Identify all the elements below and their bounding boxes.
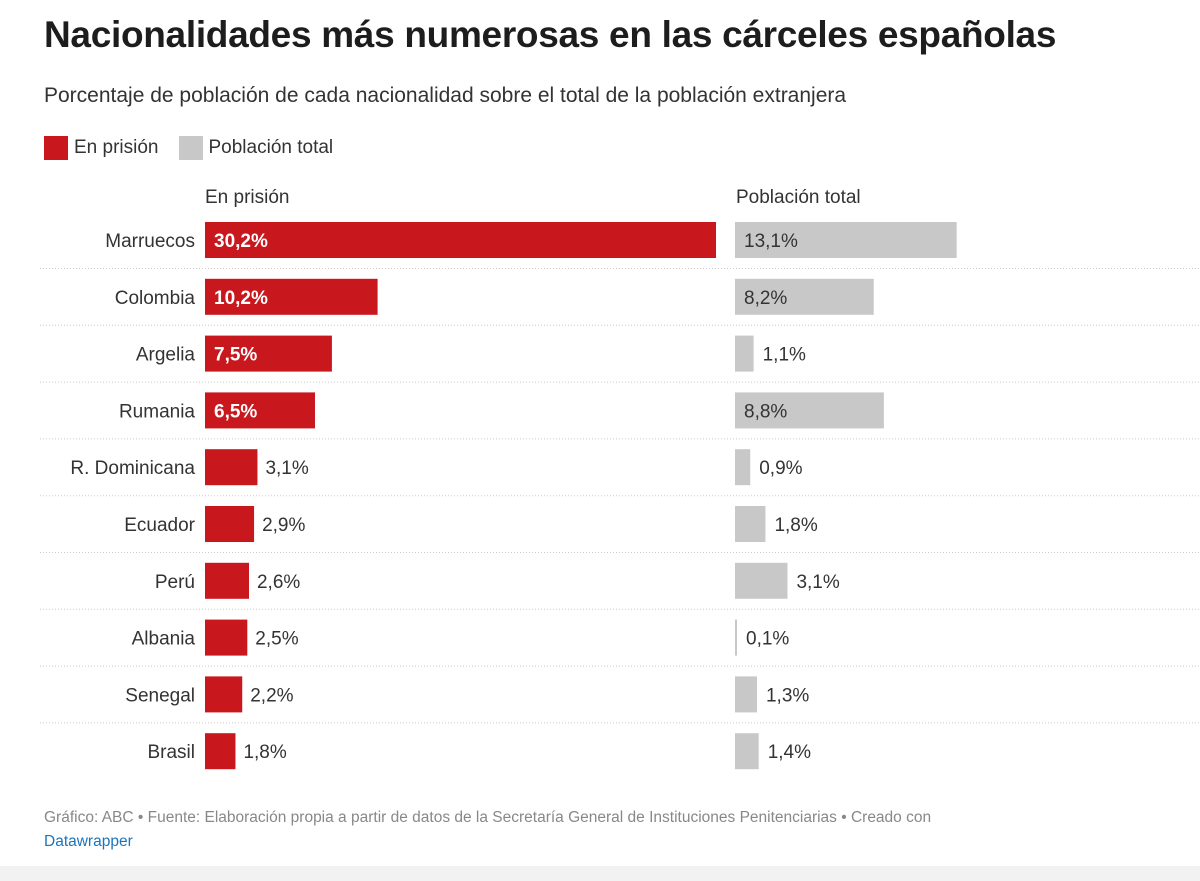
bar-population	[735, 278, 874, 315]
bar-population	[735, 619, 737, 656]
bar-prison	[205, 506, 255, 542]
bar-prison	[205, 619, 248, 656]
bar-population	[735, 222, 957, 258]
category-label: R. Dominicana	[70, 458, 195, 479]
chart-footer: Gráfico: ABC • Fuente: Elaboración propi…	[44, 806, 1194, 854]
legend-label-population: Población total	[208, 137, 334, 158]
column-header-prison: En prisión	[205, 187, 290, 208]
footer-datawrapper-link[interactable]: Datawrapper	[44, 833, 133, 850]
chart-subtitle: Porcentaje de población de cada nacional…	[44, 84, 847, 107]
bar-population	[735, 676, 757, 713]
data-label-prison: 2,5%	[255, 629, 298, 650]
data-label-prison: 3,1%	[265, 458, 308, 479]
bar-prison	[205, 392, 315, 429]
bar-prison	[205, 278, 378, 315]
legend-label-prison: En prisión	[74, 137, 159, 158]
data-label-population: 0,9%	[759, 458, 802, 479]
data-label-prison: 30,2%	[214, 231, 268, 252]
bar-population	[735, 733, 759, 770]
category-label: Albania	[132, 629, 196, 650]
data-label-prison: 2,6%	[257, 572, 300, 593]
category-label: Ecuador	[124, 515, 195, 536]
data-label-population: 1,3%	[766, 685, 809, 706]
data-label-population: 8,8%	[744, 401, 787, 422]
category-label: Perú	[155, 572, 195, 593]
category-label: Colombia	[115, 288, 196, 309]
category-label: Argelia	[136, 345, 196, 366]
data-label-prison: 10,2%	[214, 288, 268, 309]
bar-prison	[205, 222, 716, 258]
data-label-prison: 1,8%	[243, 742, 286, 763]
legend-item-prison: En prisión	[44, 136, 159, 160]
data-label-prison: 2,2%	[250, 685, 293, 706]
bar-population	[735, 449, 751, 486]
bar-prison	[205, 733, 236, 770]
category-label: Marruecos	[105, 231, 195, 252]
category-label: Senegal	[125, 685, 195, 706]
legend-swatch-population	[178, 136, 203, 160]
chart-title: Nacionalidades más numerosas en las cárc…	[44, 14, 1057, 55]
bar-prison	[205, 562, 249, 599]
data-label-prison: 2,9%	[262, 515, 305, 536]
category-label: Brasil	[147, 742, 195, 763]
data-label-population: 1,1%	[763, 345, 806, 366]
data-label-prison: 7,5%	[214, 345, 257, 366]
bar-prison	[205, 676, 243, 713]
bottom-band	[0, 866, 1200, 881]
legend-swatch-prison	[44, 136, 68, 160]
column-header-population: Población total	[736, 187, 861, 208]
data-label-population: 8,2%	[744, 288, 787, 309]
bar-population	[735, 392, 884, 429]
data-label-population: 1,4%	[768, 742, 811, 763]
bar-population	[735, 562, 788, 599]
bar-chart: Marruecos 30,2% 13,1% Colombia 10,2% 8,2% Arge…	[40, 222, 1200, 770]
legend: En prisión Población total	[44, 136, 353, 160]
legend-item-population: Población total	[178, 136, 334, 160]
data-label-population: 0,1%	[746, 629, 789, 650]
data-label-population: 13,1%	[744, 231, 798, 252]
data-label-prison: 6,5%	[214, 401, 257, 422]
bar-population	[735, 335, 754, 372]
bar-population	[735, 506, 766, 542]
category-label: Rumania	[119, 401, 195, 422]
bar-prison	[205, 449, 258, 486]
data-label-population: 1,8%	[774, 515, 817, 536]
footer-source: Gráfico: ABC • Fuente: Elaboración propi…	[44, 809, 932, 826]
data-label-population: 3,1%	[796, 572, 839, 593]
bar-prison	[205, 335, 332, 372]
